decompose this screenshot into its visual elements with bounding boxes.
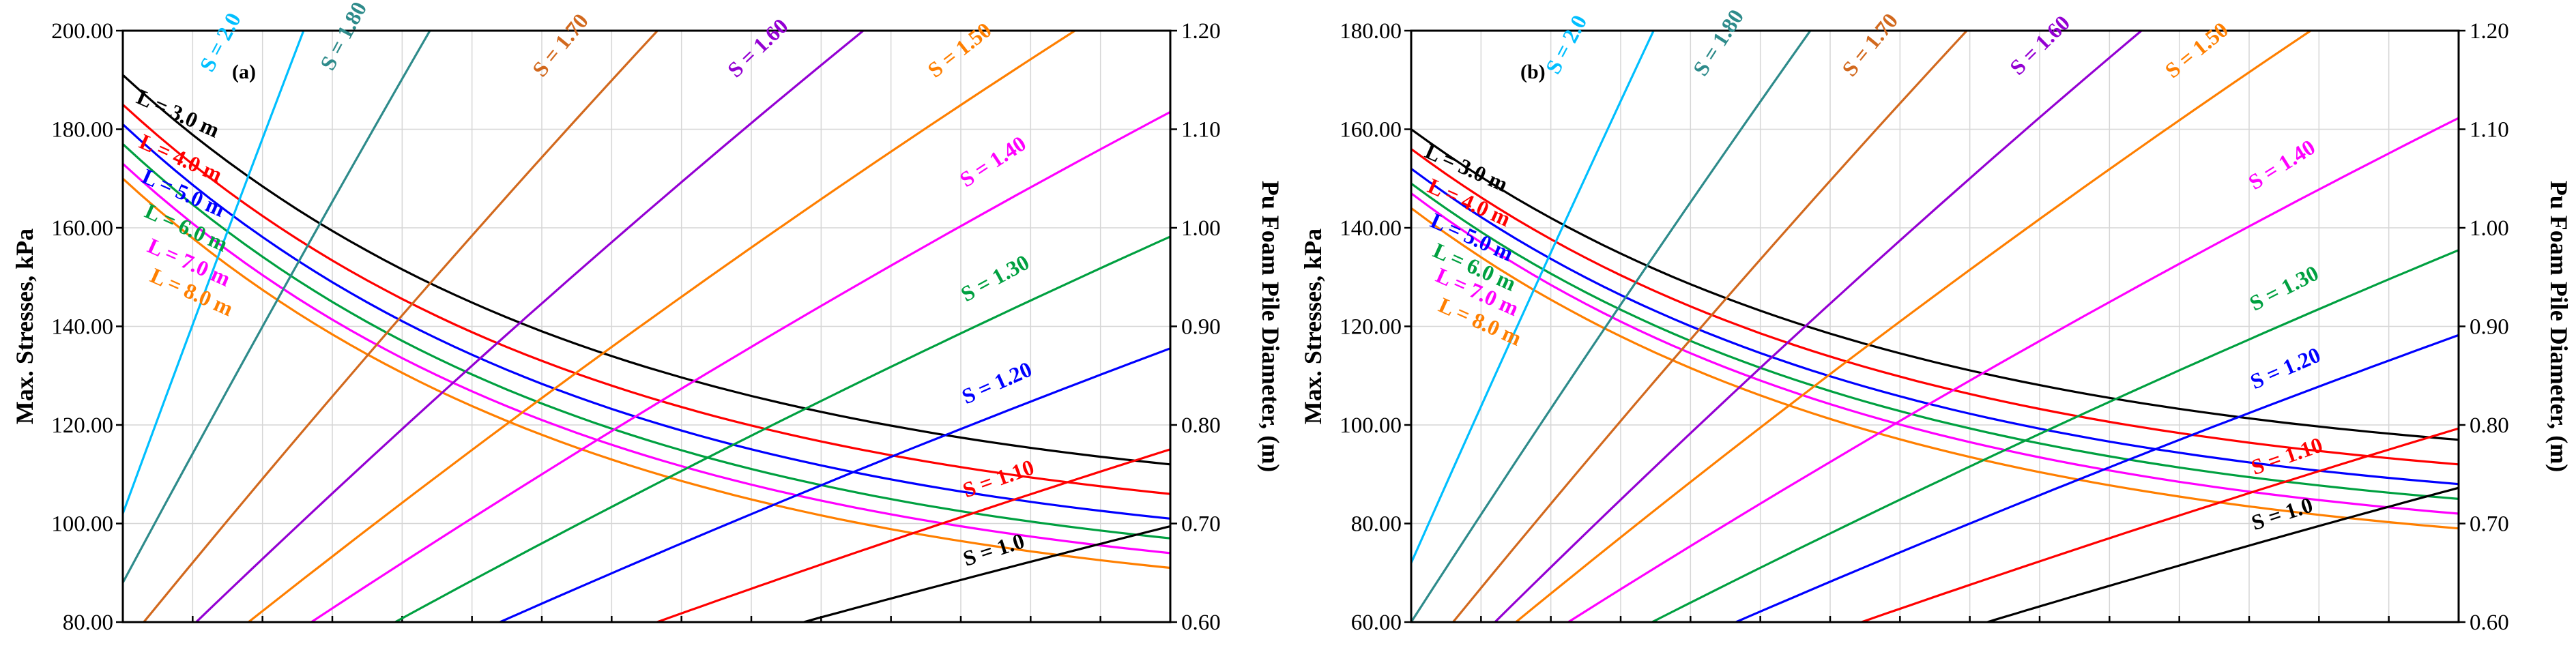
y2-tick-label: 1.20 <box>1181 19 1221 44</box>
y2-axis-title: Pu Foam Pile Diameter, (m) <box>2545 181 2573 473</box>
stress-curve-line <box>123 143 1170 540</box>
chart-panel-b: 60.00 80.00 100.00 120.00 140.00 160.00 180.00… <box>1299 5 2573 635</box>
stress-curve-line <box>1411 148 2459 466</box>
plot-frame <box>121 29 1172 623</box>
diameter-curve-line <box>1452 31 1969 622</box>
curve-label-spacing: S = 1.20 <box>2246 342 2324 394</box>
diameter-curve-line <box>1411 31 1812 622</box>
y2-tick-label: 1.00 <box>1181 216 1221 241</box>
stress-curve-line <box>1411 168 2459 486</box>
y2-tick-label: 0.70 <box>1181 512 1221 537</box>
y2-tick-label: 0.80 <box>1181 413 1221 438</box>
y2-tick-label: 1.10 <box>2470 118 2509 143</box>
stress-curve-line <box>123 177 1170 570</box>
y-tick-label: 180.00 <box>1340 19 1402 44</box>
y-tick-label: 100.00 <box>1340 413 1402 438</box>
y2-tick-label: 0.90 <box>1181 315 1221 340</box>
y-tick-label: 160.00 <box>51 216 113 241</box>
plot-area <box>1411 31 2459 622</box>
y2-axis-title: Pu Foam Pile Diameter, (m) <box>1257 181 1284 473</box>
diameter-curve-line <box>1735 334 2459 622</box>
y-tick-label: 140.00 <box>51 315 113 340</box>
chart-panel-a: 80.00 100.00 120.00 140.00 160.00 180.00 200.0… <box>11 0 1284 635</box>
diameter-curve-line <box>499 347 1170 622</box>
diameter-curve-line <box>1651 249 2459 622</box>
curve-label-spacing: S = 1.50 <box>2160 17 2233 83</box>
stress-curve-line <box>123 162 1170 555</box>
curve-label-spacing: S = 1.70 <box>1837 8 1902 80</box>
y2-tick-label: 0.70 <box>2470 512 2509 537</box>
stress-curve-line <box>123 104 1170 495</box>
curve-label-spacing: S = 1.30 <box>957 250 1033 306</box>
stress-curve-line <box>1411 128 2459 441</box>
diameter-curve-line <box>310 111 1170 622</box>
y2-tick-label: 1.10 <box>1181 118 1221 143</box>
diameter-curve-line <box>248 31 1077 622</box>
diameter-curve-line <box>1986 486 2459 622</box>
curve-label-spacing: S = 1.30 <box>2246 261 2323 316</box>
curve-label-spacing: S = 1.20 <box>958 357 1035 409</box>
panel-label: (b) <box>1520 61 1546 83</box>
curve-label-spacing: S = 1.80 <box>315 0 372 74</box>
curve-label-spacing: S = 1.50 <box>923 17 996 82</box>
panel-label: (a) <box>232 61 256 83</box>
curve-label-spacing: S = 1.0 <box>2248 492 2316 535</box>
y2-tick-label: 1.20 <box>2470 19 2509 44</box>
curve-label-spacing: S = 2.0 <box>1540 11 1591 78</box>
diameter-curve-line <box>803 525 1170 622</box>
y-tick-label: 80.00 <box>1351 512 1402 537</box>
y-tick-label: 120.00 <box>1340 315 1402 340</box>
curve-label-spacing: S = 1.60 <box>723 14 793 83</box>
diameter-curve-line <box>1515 31 2313 622</box>
y-tick-label: 60.00 <box>1351 610 1402 635</box>
y2-tick-label: 1.00 <box>2470 216 2509 241</box>
curve-label-spacing: S = 1.80 <box>1688 5 1749 80</box>
y2-tick-label: 0.60 <box>2470 610 2509 635</box>
y-axis-title: Max. Stresses, kPa <box>1299 229 1327 424</box>
diameter-curve-line <box>123 31 305 514</box>
y2-tick-label: 0.80 <box>2470 413 2509 438</box>
diameter-curve-line <box>1494 31 2143 622</box>
plot-area <box>123 31 1170 622</box>
y-axis-title: Max. Stresses, kPa <box>11 229 38 424</box>
y-tick-label: 160.00 <box>1340 118 1402 143</box>
diameter-curve-line <box>1567 117 2459 622</box>
stress-curve-line <box>123 123 1170 520</box>
y-tick-label: 200.00 <box>51 19 113 44</box>
curve-label-spacing: S = 1.40 <box>955 131 1030 192</box>
stress-curve-line <box>1411 192 2459 515</box>
diameter-curve-line <box>123 31 431 583</box>
plot-frame <box>1410 29 2460 623</box>
curve-label-spacing: S = 1.70 <box>527 9 593 81</box>
y-tick-label: 120.00 <box>51 413 113 438</box>
y2-tick-label: 0.60 <box>1181 610 1221 635</box>
stress-curve-line <box>123 74 1170 466</box>
y2-tick-label: 0.90 <box>2470 315 2509 340</box>
diameter-curve-line <box>394 235 1170 622</box>
y-tick-label: 140.00 <box>1340 216 1402 241</box>
diameter-curve-line <box>656 448 1170 622</box>
y-tick-label: 100.00 <box>51 512 113 537</box>
diameter-curve-line <box>1411 31 1655 563</box>
diameter-curve-line <box>1861 427 2459 622</box>
y-tick-label: 80.00 <box>63 610 113 635</box>
y-tick-label: 180.00 <box>51 118 113 143</box>
curve-label-spacing: S = 1.40 <box>2244 134 2319 194</box>
diameter-curve-line <box>195 31 865 622</box>
stress-curve-line <box>1411 207 2459 530</box>
